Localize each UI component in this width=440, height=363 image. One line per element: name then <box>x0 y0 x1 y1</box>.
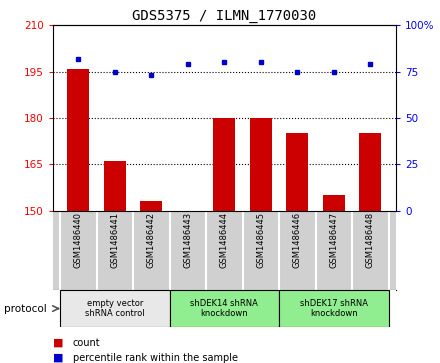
Bar <box>359 133 381 211</box>
Text: GSM1486440: GSM1486440 <box>74 212 83 268</box>
Text: empty vector
shRNA control: empty vector shRNA control <box>85 299 145 318</box>
Bar <box>286 133 308 211</box>
Bar <box>60 290 170 327</box>
Text: GSM1486441: GSM1486441 <box>110 212 119 268</box>
Text: shDEK14 shRNA
knockdown: shDEK14 shRNA knockdown <box>191 299 258 318</box>
Text: ■: ■ <box>53 352 63 363</box>
Text: GSM1486442: GSM1486442 <box>147 212 156 268</box>
Bar <box>104 161 126 211</box>
Text: ■: ■ <box>53 338 63 348</box>
Bar <box>67 69 89 211</box>
Text: GSM1486446: GSM1486446 <box>293 212 302 268</box>
Text: GSM1486447: GSM1486447 <box>330 212 338 268</box>
Text: count: count <box>73 338 100 348</box>
Bar <box>323 195 345 211</box>
Bar <box>250 118 272 211</box>
Text: GSM1486443: GSM1486443 <box>183 212 192 268</box>
Bar <box>279 290 389 327</box>
Text: shDEK17 shRNA
knockdown: shDEK17 shRNA knockdown <box>300 299 368 318</box>
Bar <box>213 118 235 211</box>
Bar <box>170 290 279 327</box>
Text: GSM1486444: GSM1486444 <box>220 212 229 268</box>
Text: percentile rank within the sample: percentile rank within the sample <box>73 352 238 363</box>
Title: GDS5375 / ILMN_1770030: GDS5375 / ILMN_1770030 <box>132 9 316 23</box>
Bar <box>140 201 162 211</box>
Text: protocol: protocol <box>4 303 47 314</box>
Text: GSM1486448: GSM1486448 <box>366 212 375 268</box>
Text: GSM1486445: GSM1486445 <box>257 212 265 268</box>
